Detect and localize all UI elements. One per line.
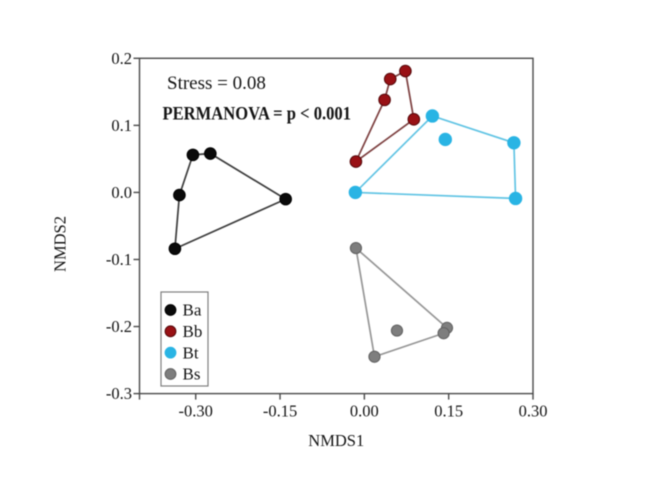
x-axis-tick-label: -0.15 xyxy=(263,402,297,421)
annotation-permanova: PERMANOVA = p < 0.001 xyxy=(163,105,352,125)
data-point-Ba xyxy=(173,188,186,202)
plot-frame xyxy=(138,57,534,395)
y-axis-tick-label: -0.1 xyxy=(106,250,132,269)
hull-Bb xyxy=(355,70,415,163)
legend-label-Bs: Bs xyxy=(183,365,201,384)
data-point-Bs xyxy=(437,327,450,340)
data-point-Ba xyxy=(279,192,292,206)
data-point-Bt xyxy=(507,136,521,150)
legend-marker-Bt xyxy=(164,346,177,359)
data-point-Bb xyxy=(349,155,363,168)
x-axis-tick-label: -0.30 xyxy=(179,402,213,421)
data-point-Bt xyxy=(438,132,453,147)
data-point-Ba xyxy=(168,242,182,256)
hull-Bt xyxy=(354,115,517,200)
data-point-Ba xyxy=(186,148,200,162)
data-point-Bs xyxy=(349,241,363,255)
y-axis-tick-label: 0.2 xyxy=(111,49,132,68)
x-axis-tick-label: 0.15 xyxy=(434,402,463,421)
data-point-Bb xyxy=(399,64,412,78)
x-axis-tick-label: 0.30 xyxy=(519,402,548,421)
y-axis-title: NMDS2 xyxy=(51,216,70,272)
data-point-Ba xyxy=(204,147,217,160)
data-point-Bb xyxy=(378,93,391,107)
data-point-Bs xyxy=(390,324,404,337)
legend-marker-Bs xyxy=(164,368,177,380)
hull-Bs xyxy=(355,247,448,358)
annotation-stress: Stress = 0.08 xyxy=(167,73,266,94)
legend-label-Ba: Ba xyxy=(183,301,202,320)
x-axis-tick-label: 0.00 xyxy=(350,402,379,421)
legend-marker-Ba xyxy=(164,304,177,316)
data-point-Bt xyxy=(348,185,363,200)
legend-marker-Bb xyxy=(164,325,177,338)
legend-label-Bt: Bt xyxy=(183,343,199,362)
x-axis-title: NMDS1 xyxy=(308,431,364,450)
data-point-Bb xyxy=(383,72,397,86)
data-point-Bt xyxy=(425,109,440,123)
y-axis-tick-label: 0.1 xyxy=(111,116,132,135)
y-axis-tick-label: -0.2 xyxy=(106,317,132,336)
data-point-Bs xyxy=(368,350,381,363)
hull-Ba xyxy=(174,152,287,250)
y-axis-tick-label: 0.0 xyxy=(111,183,132,202)
data-point-Bb xyxy=(407,113,421,126)
data-point-Bt xyxy=(508,191,523,206)
legend-label-Bb: Bb xyxy=(183,322,203,341)
y-axis-tick-label: -0.3 xyxy=(106,384,132,403)
